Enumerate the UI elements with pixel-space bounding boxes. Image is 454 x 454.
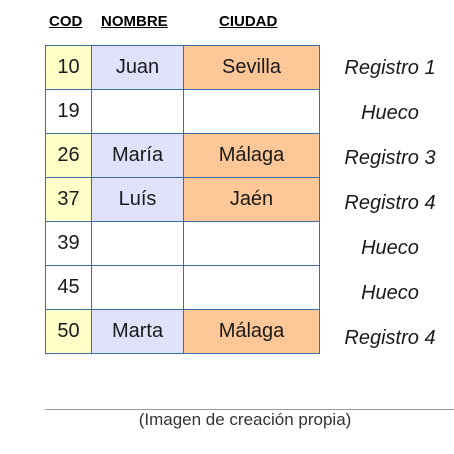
ciudad-cell bbox=[183, 265, 320, 310]
row-labels: Registro 1 Hueco Registro 3 Registro 4 H… bbox=[326, 45, 454, 360]
table-row: 39 bbox=[45, 221, 320, 266]
ciudad-cell: Sevilla bbox=[183, 45, 320, 90]
figure-caption: (Imagen de creación propia) bbox=[138, 410, 352, 429]
cod-cell: 45 bbox=[45, 265, 92, 310]
nombre-cell: Luís bbox=[91, 177, 184, 222]
cod-cell: 19 bbox=[45, 89, 92, 134]
row-label: Hueco bbox=[361, 237, 419, 259]
cod-cell: 50 bbox=[45, 309, 92, 354]
row-label: Registro 1 bbox=[344, 57, 436, 79]
table-row: 50 Marta Málaga bbox=[45, 309, 320, 354]
nombre-cell: María bbox=[91, 133, 184, 178]
table-row: 37 Luís Jaén bbox=[45, 177, 320, 222]
ciudad-cell bbox=[183, 221, 320, 266]
ciudad-cell: Málaga bbox=[183, 133, 320, 178]
row-label: Hueco bbox=[361, 282, 419, 304]
ciudad-cell bbox=[183, 89, 320, 134]
table-row: 45 bbox=[45, 265, 320, 310]
cod-cell: 39 bbox=[45, 221, 92, 266]
table-row: 26 María Málaga bbox=[45, 133, 320, 178]
cod-cell: 37 bbox=[45, 177, 92, 222]
row-label: Hueco bbox=[361, 102, 419, 124]
row-label: Registro 3 bbox=[344, 147, 436, 169]
table-row: 19 bbox=[45, 89, 320, 134]
table-row: 10 Juan Sevilla bbox=[45, 45, 320, 90]
row-label: Registro 4 bbox=[344, 192, 436, 214]
cod-cell: 26 bbox=[45, 133, 92, 178]
nombre-cell bbox=[91, 265, 184, 310]
row-label: Registro 4 bbox=[344, 327, 436, 349]
nombre-cell bbox=[91, 221, 184, 266]
header-nombre: NOMBRE bbox=[101, 13, 168, 30]
nombre-cell: Juan bbox=[91, 45, 184, 90]
cod-cell: 10 bbox=[45, 45, 92, 90]
nombre-cell: Marta bbox=[91, 309, 184, 354]
ciudad-cell: Málaga bbox=[183, 309, 320, 354]
ciudad-cell: Jaén bbox=[183, 177, 320, 222]
records-table: 10 Juan Sevilla 19 26 María Málaga 37 Lu… bbox=[45, 45, 320, 354]
nombre-cell bbox=[91, 89, 184, 134]
caption-divider bbox=[45, 409, 454, 410]
header-ciudad: CIUDAD bbox=[219, 13, 278, 30]
header-cod: COD bbox=[49, 13, 83, 30]
